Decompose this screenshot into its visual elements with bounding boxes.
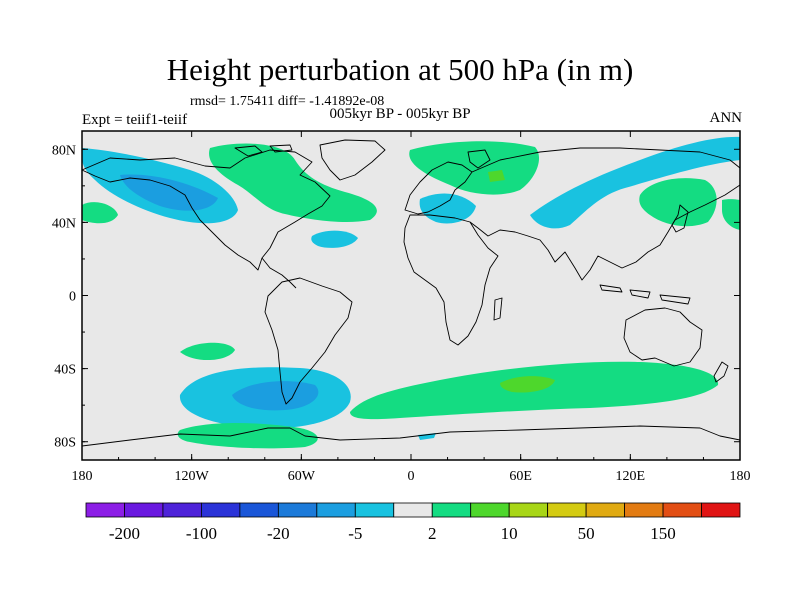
colorbar-label: -5 — [348, 524, 362, 543]
colorbar-swatch — [85, 502, 125, 518]
colorbar-label: 2 — [428, 524, 437, 543]
colorbar-swatch — [470, 502, 510, 518]
longitude-axis: 180 120W 60W 0 60E 120E 180 — [72, 131, 751, 484]
lat-label: 80S — [54, 436, 76, 451]
colorbar-label: -200 — [109, 524, 140, 543]
stats-text: rmsd= 1.75411 diff= -1.41892e-08 — [190, 94, 385, 109]
colorbar-swatch — [701, 502, 741, 518]
colorbar-label: 150 — [650, 524, 676, 543]
experiment-label: Expt = teiif1-teiif — [82, 112, 188, 128]
latitude-axis: 80N 40N 0 40S 80S — [52, 143, 740, 451]
colorbar-swatch — [316, 502, 356, 518]
colorbar-label: 50 — [578, 524, 595, 543]
colorbar-swatch — [624, 502, 664, 518]
positive-anomaly-regions — [82, 141, 740, 449]
colorbar-swatch — [585, 502, 625, 518]
lat-label: 40S — [54, 363, 76, 378]
lon-label: 180 — [730, 469, 751, 484]
coastlines — [82, 139, 740, 447]
colorbar-swatch — [124, 502, 164, 518]
colorbar-swatch — [431, 502, 472, 518]
colorbar-swatch — [201, 502, 241, 518]
colorbar-swatch — [508, 502, 549, 518]
colorbar-swatch — [162, 502, 202, 518]
colorbar-swatch — [239, 502, 279, 518]
season-label: ANN — [709, 110, 743, 126]
lat-label: 80N — [52, 143, 76, 158]
lon-label: 120E — [616, 469, 646, 484]
lon-label: 120W — [175, 469, 210, 484]
colorbar-label: 10 — [501, 524, 518, 543]
colorbar-swatch — [662, 502, 702, 518]
colorbar-swatch — [277, 502, 318, 518]
period-text: 005kyr BP - 005kyr BP — [329, 106, 471, 122]
map-area — [82, 131, 740, 460]
lon-label: 180 — [72, 469, 93, 484]
lon-label: 60W — [288, 469, 316, 484]
lon-label: 60E — [509, 469, 532, 484]
lat-label: 40N — [52, 216, 76, 231]
lon-label: 0 — [408, 469, 415, 484]
colorbar-swatch — [547, 502, 587, 518]
colorbar: -200 -100 -20 -5 2 10 50 150 — [85, 502, 741, 543]
colorbar-swatch — [393, 502, 433, 518]
negative-anomaly-regions — [82, 136, 740, 440]
colorbar-label: -20 — [267, 524, 290, 543]
colorbar-label: -100 — [186, 524, 217, 543]
plot-title: Height perturbation at 500 hPa (in m) — [166, 52, 634, 87]
lat-label: 0 — [69, 290, 76, 305]
colorbar-swatch — [354, 502, 395, 518]
